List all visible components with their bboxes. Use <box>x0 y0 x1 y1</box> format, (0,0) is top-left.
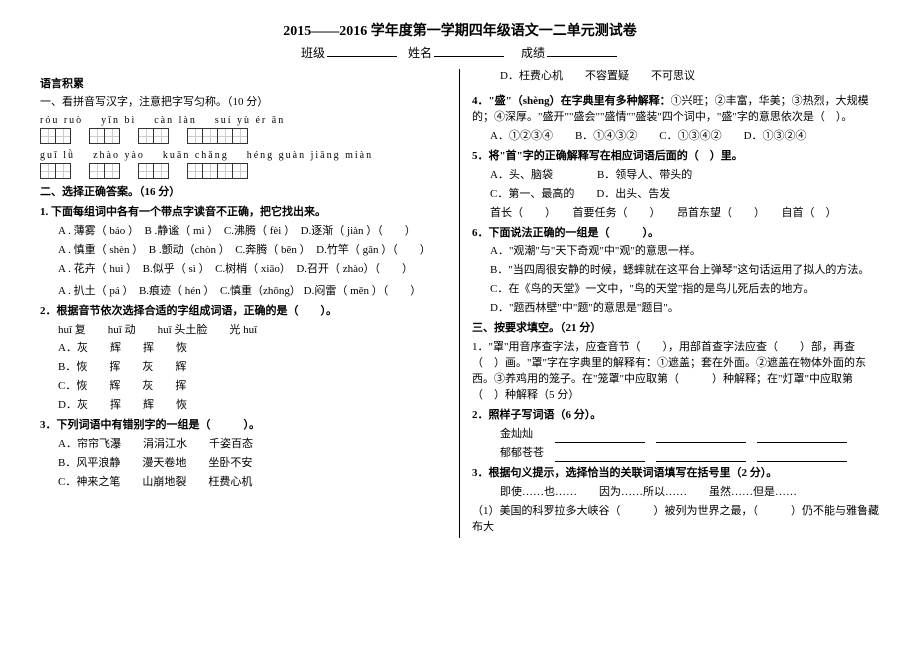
q6-a: A．"观潮"与"天下奇观"中"观"的意思一样。 <box>472 244 880 260</box>
blank[interactable] <box>656 431 746 443</box>
char-cell[interactable] <box>40 163 56 179</box>
q3-2: 2．照样子写词语（6 分）。 <box>472 408 880 424</box>
name-blank[interactable] <box>434 56 504 57</box>
q4: 4．"盛"（shèng）在字典里有多种解释：①兴旺；②丰富，华美；③热烈，大规模… <box>472 94 880 126</box>
pinyin-1-4: suí yù ér ān <box>215 115 285 126</box>
blank[interactable] <box>757 450 847 462</box>
char-cell[interactable] <box>202 163 218 179</box>
char-cell[interactable] <box>89 128 105 144</box>
blank[interactable] <box>555 431 645 443</box>
pinyin-2-4: héng guàn jiāng miàn <box>247 150 373 161</box>
char-cell[interactable] <box>40 128 56 144</box>
pinyin-2-2: zhào yào <box>93 150 145 161</box>
q2-2-b: B．恢 挥 灰 辉 <box>40 360 447 376</box>
section-3: 三、按要求填空。（21 分） <box>472 321 880 337</box>
q2-3-a: A．帘帘飞瀑 涓涓江水 千姿百态 <box>40 437 447 453</box>
char-cell[interactable] <box>89 163 105 179</box>
q6-d: D．"题西林壁"中"题"的意思是"题目"。 <box>472 301 880 317</box>
pinyin-row-1: róu ruò yǐn bì càn làn suí yù ér ān <box>40 115 447 126</box>
char-cell[interactable] <box>104 163 120 179</box>
q6: 6．下面说法正确的一组是（ ）。 <box>472 226 880 242</box>
char-grid[interactable] <box>89 128 120 144</box>
pinyin-1-3: càn làn <box>154 115 197 126</box>
q2-2-sub: huī 复 huī 动 huī 头土脸 光 huī <box>40 323 447 339</box>
q2-1: 1. 下面每组词中各有一个带点字读音不正确，把它找出来。 <box>40 205 447 221</box>
q3-3: 3．根据句义提示，选择恰当的关联词语填写在括号里（2 分）。 <box>472 466 880 482</box>
q2-1-a: A . 薄雾（ báo ） B .静谧（ mì ） C.沸腾（ fèi ） D.… <box>40 224 447 240</box>
class-label: 班级 <box>301 46 325 60</box>
pinyin-1-2: yǐn bì <box>101 115 136 126</box>
q2-1-b: A . 慎重（ shèn ） B .颤动（chòn ） C.奔腾（ bēn ） … <box>40 243 447 259</box>
exam-title: 2015——2016 学年度第一学期四年级语文一二单元测试卷 <box>40 20 880 40</box>
char-cell[interactable] <box>153 163 169 179</box>
pinyin-1-1: róu ruò <box>40 115 83 126</box>
q3-2-a-label: 金灿灿 <box>500 428 533 440</box>
score-blank[interactable] <box>547 56 617 57</box>
blank[interactable] <box>656 450 746 462</box>
char-cell[interactable] <box>217 128 233 144</box>
pinyin-row-2: guī lǜ zhào yào kuān chǎng héng guàn jiā… <box>40 150 447 161</box>
q6-c: C．在《鸟的天堂》一文中，"鸟的天堂"指的是鸟儿死后去的地方。 <box>472 282 880 298</box>
q2-1-d: A . 扒土（ pá ） B.痕迹（ hén ） C.慎重（zhōng） D.闷… <box>40 284 447 300</box>
char-cell[interactable] <box>138 163 154 179</box>
char-cell[interactable] <box>232 128 248 144</box>
char-grid[interactable] <box>40 163 71 179</box>
q3-2-b: 郁郁苍苍 <box>472 446 880 462</box>
char-cell[interactable] <box>217 163 233 179</box>
char-cell[interactable] <box>153 128 169 144</box>
blank[interactable] <box>555 450 645 462</box>
q2-heading: 二、选择正确答案。（16 分） <box>40 185 447 201</box>
q2-2-d: D．灰 挥 辉 恢 <box>40 398 447 414</box>
section-accumulation: 语言积累 <box>40 75 447 91</box>
char-grid[interactable] <box>40 128 71 144</box>
q2-2: 2．根据音节依次选择合适的字组成词语，正确的是（ ）。 <box>40 304 447 320</box>
q6-b: B．"当四周很安静的时候，蟋蟀就在这平台上弹琴"这句话运用了拟人的方法。 <box>472 263 880 279</box>
left-column: 语言积累 一、看拼音写汉字，注意把字写匀称。（10 分） róu ruò yǐn… <box>40 69 460 538</box>
q3-3-opts: 即使……也…… 因为……所以…… 虽然……但是…… <box>472 485 880 501</box>
pinyin-2-1: guī lǜ <box>40 150 75 161</box>
blank[interactable] <box>757 431 847 443</box>
name-label: 姓名 <box>408 46 432 60</box>
q2-3-c: C．神来之笔 山崩地裂 枉费心机 <box>40 475 447 491</box>
q2-2-a: A．灰 辉 挥 恢 <box>40 341 447 357</box>
char-grid[interactable] <box>187 163 248 179</box>
q3-2-a: 金灿灿 <box>472 427 880 443</box>
char-cell[interactable] <box>55 128 71 144</box>
char-grid[interactable] <box>89 163 120 179</box>
class-blank[interactable] <box>327 56 397 57</box>
char-grid[interactable] <box>138 128 169 144</box>
q2-2-c: C．恢 辉 灰 挥 <box>40 379 447 395</box>
char-cell[interactable] <box>138 128 154 144</box>
char-grid[interactable] <box>138 163 169 179</box>
q5-a: A．头、脑袋 B．领导人、带头的 <box>472 168 880 184</box>
two-column-layout: 语言积累 一、看拼音写汉字，注意把字写匀称。（10 分） róu ruò yǐn… <box>40 69 880 538</box>
q4-lead: 4．"盛"（shèng）在字典里有多种解释： <box>472 95 671 107</box>
q5-line: 首长（ ） 首要任务（ ） 昂首东望（ ） 自首（ ） <box>472 206 880 222</box>
q2-3-b: B．风平浪静 漫天卷地 坐卧不安 <box>40 456 447 472</box>
char-grid[interactable] <box>187 128 248 144</box>
grid-row-1 <box>40 128 447 144</box>
q3-3-line: （1）美国的科罗拉多大峡谷（ ）被列为世界之最，（ ）仍不能与雅鲁藏布大 <box>472 504 880 536</box>
grid-row-2 <box>40 163 447 179</box>
q4-opts: A．①②③④ B．①④③② C．①③④② D．①③②④ <box>472 129 880 145</box>
char-cell[interactable] <box>187 163 203 179</box>
char-cell[interactable] <box>202 128 218 144</box>
score-label: 成绩 <box>521 46 545 60</box>
q2-3: 3．下列词语中有错别字的一组是（ ）。 <box>40 418 447 434</box>
char-cell[interactable] <box>55 163 71 179</box>
q3-2-b-label: 郁郁苍苍 <box>500 447 544 459</box>
q5-b: C．第一、最高的 D．出头、告发 <box>472 187 880 203</box>
q1-heading: 一、看拼音写汉字，注意把字写匀称。（10 分） <box>40 95 447 111</box>
pinyin-2-3: kuān chǎng <box>163 150 229 161</box>
q2-3-d: D．枉费心机 不容置疑 不可思议 <box>472 69 880 85</box>
q3-1: 1．"罩"用音序查字法，应查音节（ ），用部首查字法应查（ ）部，再查（ ）画。… <box>472 340 880 404</box>
right-column: D．枉费心机 不容置疑 不可思议 4．"盛"（shèng）在字典里有多种解释：①… <box>460 69 880 538</box>
char-cell[interactable] <box>187 128 203 144</box>
header-info: 班级 姓名 成绩 <box>40 44 880 61</box>
q5: 5．将"首"字的正确解释写在相应词语后面的（ ）里。 <box>472 149 880 165</box>
char-cell[interactable] <box>232 163 248 179</box>
q2-1-c: A . 花卉（ huì ） B.似乎（ sì ） C.树梢（ xiāo） D.召… <box>40 262 447 278</box>
char-cell[interactable] <box>104 128 120 144</box>
